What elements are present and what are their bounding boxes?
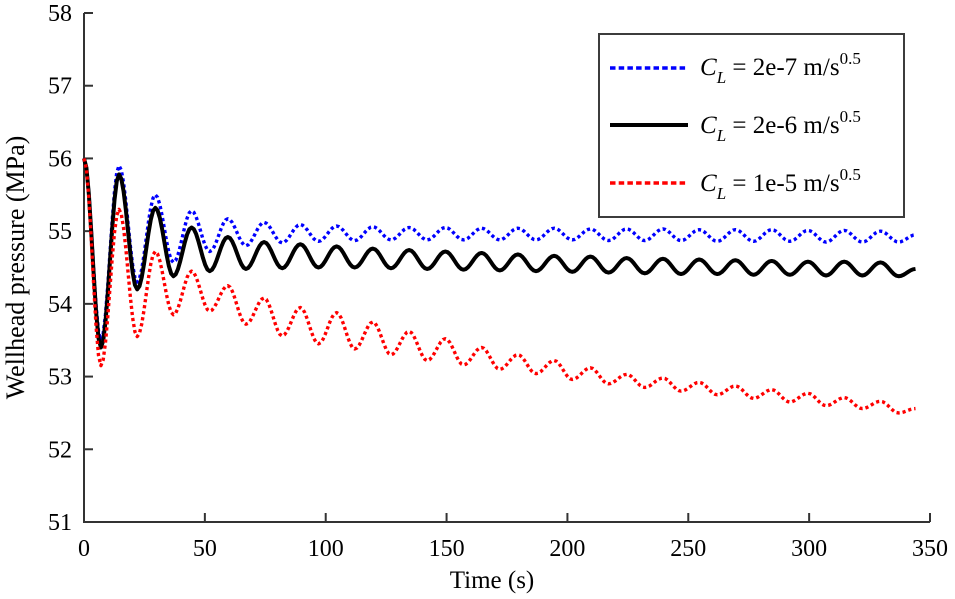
x-axis-label: Time (s) [450, 567, 535, 594]
y-tick-label: 54 [48, 292, 72, 318]
legend-var: C [700, 111, 717, 139]
legend-entry-cl-1e-5: CL = 1e-5 m/s0.5 [608, 166, 895, 202]
y-axis-label: Wellhead pressure (MPa) [1, 136, 30, 400]
series-line-2 [82, 158, 916, 415]
legend-line-sample-black-solid [610, 123, 688, 128]
legend-label: CL = 1e-5 m/s0.5 [700, 166, 861, 202]
legend-mid: = 2e-6 m/s [726, 111, 840, 139]
x-tick-label: 200 [549, 536, 585, 562]
legend-label: CL = 2e-7 m/s0.5 [700, 50, 861, 86]
legend-sub: L [716, 183, 727, 203]
legend-sub: L [716, 68, 727, 88]
x-tick-label: 0 [78, 536, 90, 562]
legend-label: CL = 2e-6 m/s0.5 [700, 108, 861, 144]
legend-entry-cl-2e-7: CL = 2e-7 m/s0.5 [608, 50, 895, 86]
y-tick-label: 57 [48, 74, 72, 100]
y-tick-label: 51 [48, 510, 72, 536]
x-tick-label: 350 [912, 536, 948, 562]
legend-var: C [700, 169, 717, 197]
series-line-1 [82, 157, 916, 350]
series-line-0 [82, 157, 916, 342]
legend-line-sample-red-dotted [610, 181, 688, 185]
legend-line-sample-blue-dotted [610, 66, 688, 70]
legend: CL = 2e-7 m/s0.5 CL = 2e-6 m/s0.5 CL = 1… [598, 33, 905, 218]
x-tick-label: 100 [308, 536, 344, 562]
y-tick-label: 53 [48, 365, 72, 391]
legend-mid: = 2e-7 m/s [726, 54, 840, 82]
x-tick-label: 300 [791, 536, 827, 562]
legend-sup: 0.5 [839, 164, 861, 184]
legend-entry-cl-2e-6: CL = 2e-6 m/s0.5 [608, 108, 895, 144]
y-tick-label: 52 [48, 437, 72, 463]
x-tick-label: 150 [429, 536, 465, 562]
legend-sup: 0.5 [839, 106, 861, 126]
y-tick-label: 58 [48, 1, 72, 27]
legend-mid: = 1e-5 m/s [726, 169, 840, 197]
legend-var: C [700, 54, 717, 82]
x-tick-label: 50 [193, 536, 217, 562]
y-tick-label: 56 [48, 146, 72, 172]
legend-sup: 0.5 [839, 49, 861, 69]
legend-sub: L [716, 125, 727, 145]
y-tick-label: 55 [48, 219, 72, 245]
x-tick-label: 250 [670, 536, 706, 562]
